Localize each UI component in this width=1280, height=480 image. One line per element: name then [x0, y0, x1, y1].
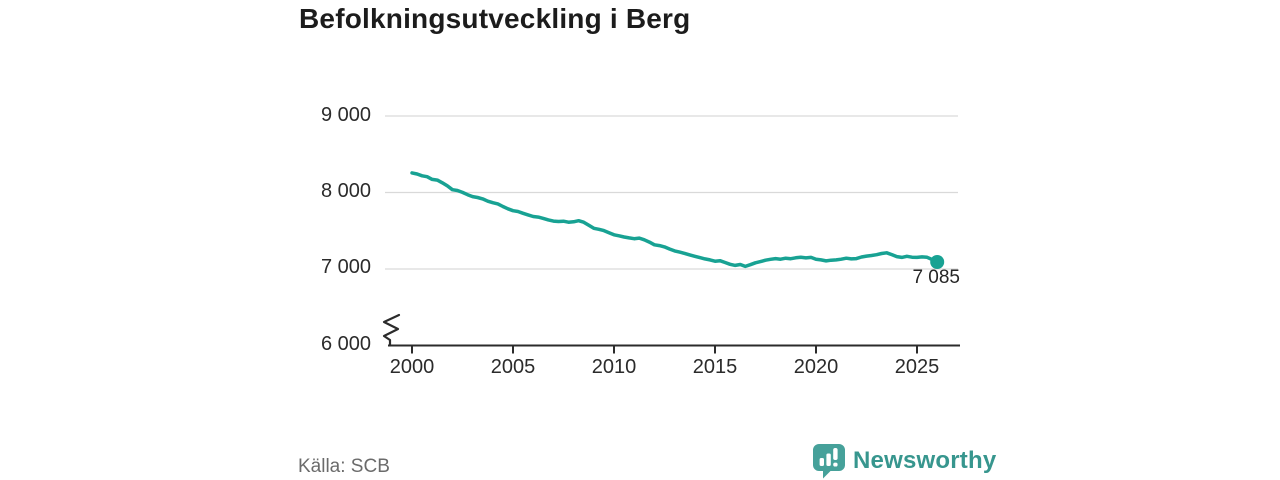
x-tick-label-2000: 2000 [389, 356, 435, 378]
y-tick-label-8000: 8 000 [320, 180, 371, 202]
x-tick-label-2010: 2010 [591, 356, 637, 378]
speech-bubble-bar-chart-icon [813, 444, 845, 479]
newsworthy-logo[interactable]: Newsworthy [812, 443, 996, 479]
x-tick-label-2020: 2020 [793, 356, 839, 378]
source-note: Källa: SCB [298, 456, 390, 477]
population-series-line [410, 171, 939, 269]
last-point-marker [930, 254, 945, 269]
chart-title: Befolkningsutveckling i Berg [299, 3, 691, 34]
x-tick-label-2015: 2015 [692, 356, 738, 378]
last-value-label: 7 085 [912, 267, 960, 288]
y-axis-break-icon [382, 313, 401, 347]
x-tick-label-2025: 2025 [894, 356, 940, 378]
y-tick-label-7000: 7 000 [320, 256, 371, 278]
x-tick-label-2005: 2005 [490, 356, 536, 378]
y-tick-label-6000: 6 000 [320, 333, 371, 355]
y-tick-label-9000: 9 000 [320, 104, 371, 126]
newsworthy-wordmark: Newsworthy [853, 447, 997, 474]
